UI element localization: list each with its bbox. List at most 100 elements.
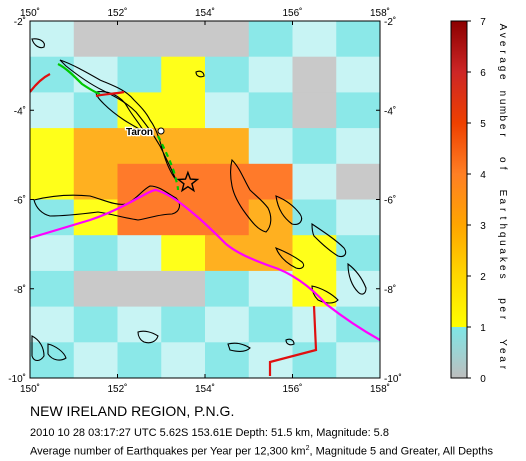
colorbar-title-letter: a: [497, 57, 508, 63]
event-details: 2010 10 28 03:17:27 UTC 5.62S 153.61E De…: [30, 427, 389, 439]
grid-cell: [336, 270, 380, 308]
grid-cell: [73, 306, 118, 343]
coastline-santa-isabel: [311, 222, 347, 258]
grid-cell: [117, 128, 162, 165]
lon-tick-label-bottom: 152˚: [107, 383, 127, 395]
trench-red-east: [268, 305, 318, 376]
grid-cell: [73, 235, 118, 272]
colorbar-tick-label: 4: [480, 170, 486, 181]
coastline-new-britain: [33, 185, 181, 221]
grid-cell: [30, 306, 75, 343]
lon-tick-label-bottom: 154˚: [195, 383, 215, 395]
grid-cell: [30, 128, 75, 165]
grid-cell: [117, 342, 162, 378]
grid-cell: [117, 306, 162, 343]
lat-tick-label-right: -10˚: [384, 373, 402, 385]
grid-cell: [161, 56, 206, 93]
colorbar-title-letter: a: [497, 199, 508, 205]
grid-cell: [248, 92, 293, 129]
lat-tick-label-left: -2˚: [14, 16, 26, 28]
lat-tick-label-right: -8˚: [384, 284, 396, 296]
lon-tick-label-top: 156˚: [282, 7, 302, 19]
coastline-bougainville: [229, 158, 272, 233]
coastline-malaita: [347, 262, 367, 295]
grid-cell: [30, 92, 75, 129]
colorbar-tick-label: 6: [480, 68, 486, 79]
grid-cell: [205, 56, 250, 93]
colorbar-title-letter: u: [497, 240, 508, 246]
grid-cell: [205, 92, 250, 129]
grid-cell: [248, 128, 293, 165]
trench-green: [57, 63, 101, 96]
coastline-new-ireland-east: [95, 91, 146, 134]
grid-cell: [161, 270, 206, 308]
trench-red-north: [30, 73, 125, 98]
colorbar-title-letter: a: [497, 356, 508, 362]
caption-suffix: , Magnitude 5 and Greater, All Depths: [309, 445, 493, 458]
coastline-dentrecasteaux: [47, 343, 67, 361]
coastline-small-islands: [195, 70, 295, 346]
trench-magenta: [30, 188, 380, 341]
grid-cell: [292, 21, 337, 58]
colorbar-tick-label: 1: [480, 323, 486, 334]
colorbar-title-letter: e: [497, 124, 508, 130]
grid-cell: [73, 163, 118, 200]
grid-cell: [248, 306, 293, 343]
lat-tick-label-right: -4˚: [384, 105, 396, 117]
grid-cell: [292, 342, 337, 378]
grid-cell: [117, 21, 162, 58]
lon-tick-label-bottom: 158˚: [370, 383, 390, 395]
lat-tick-label-right: -2˚: [384, 16, 396, 28]
colorbar-title-letter: m: [497, 106, 508, 114]
lat-tick-label-left: -8˚: [14, 284, 26, 296]
grid-cell: [336, 92, 380, 129]
caption-superscript: 2: [305, 445, 310, 452]
coastline-new-georgia: [275, 247, 305, 270]
coastline-new-ireland-north: [59, 59, 177, 181]
grid-cell: [292, 128, 337, 165]
grid-cell: [117, 56, 162, 93]
grid-cell: [205, 342, 250, 378]
colorbar-title-letter: a: [497, 248, 508, 254]
grid-cell: [205, 163, 250, 200]
colorbar-title-letter: e: [497, 307, 508, 313]
colorbar-title-letter: Y: [497, 339, 508, 346]
colorbar-title-letter: f: [497, 167, 508, 170]
map-axes: 150˚ 150˚ 152˚ 152˚ 154˚ 154˚ 156˚ 156˚ 158˚ 158˚…: [8, 7, 402, 395]
grid-cell: [248, 56, 293, 93]
colorbar-axis: 0 1 2 3 4 5 6 7: [467, 17, 486, 385]
taron-marker: [157, 127, 165, 135]
colorbar-title-letter: t: [497, 217, 508, 220]
lon-tick-label-top: 158˚: [370, 7, 390, 19]
lat-tick-label-left: -4˚: [14, 105, 26, 117]
trench-green-dashed: [157, 135, 180, 191]
grid-cell: [73, 128, 118, 165]
grid-cell: [161, 21, 206, 58]
grid-cell: [73, 56, 118, 93]
grid-cell: [161, 128, 206, 165]
coastline-choiseul: [275, 195, 303, 225]
colorbar-title-letter: e: [497, 348, 508, 354]
grid-cell: [205, 128, 250, 165]
epicenter-star-icon: [176, 170, 200, 193]
grid-cell: [30, 56, 75, 93]
grid-cell: [292, 56, 337, 93]
colorbar-title-letter: A: [497, 24, 508, 31]
grid-cell: [205, 270, 250, 308]
lon-tick-label-bottom: 150˚: [20, 383, 40, 395]
grid-cell: [161, 342, 206, 378]
colorbar-tick-label: 7: [480, 17, 486, 28]
region-title: NEW IRELAND REGION, P.N.G.: [30, 403, 235, 419]
colorbar-title-letter: k: [497, 257, 508, 263]
grid-cell: [30, 270, 75, 308]
colorbar-title-letter: r: [497, 50, 508, 54]
colorbar-tick-label: 3: [480, 221, 486, 232]
map-caption: Average number of Earthquakes per Year p…: [30, 445, 493, 458]
colorbar-title-letter: E: [497, 190, 508, 197]
grid-cell: [336, 235, 380, 272]
grid-cell: [205, 21, 250, 58]
grid-cell: [117, 92, 162, 129]
grid-cell: [292, 235, 337, 272]
colorbar-tick-label: 5: [480, 119, 486, 130]
